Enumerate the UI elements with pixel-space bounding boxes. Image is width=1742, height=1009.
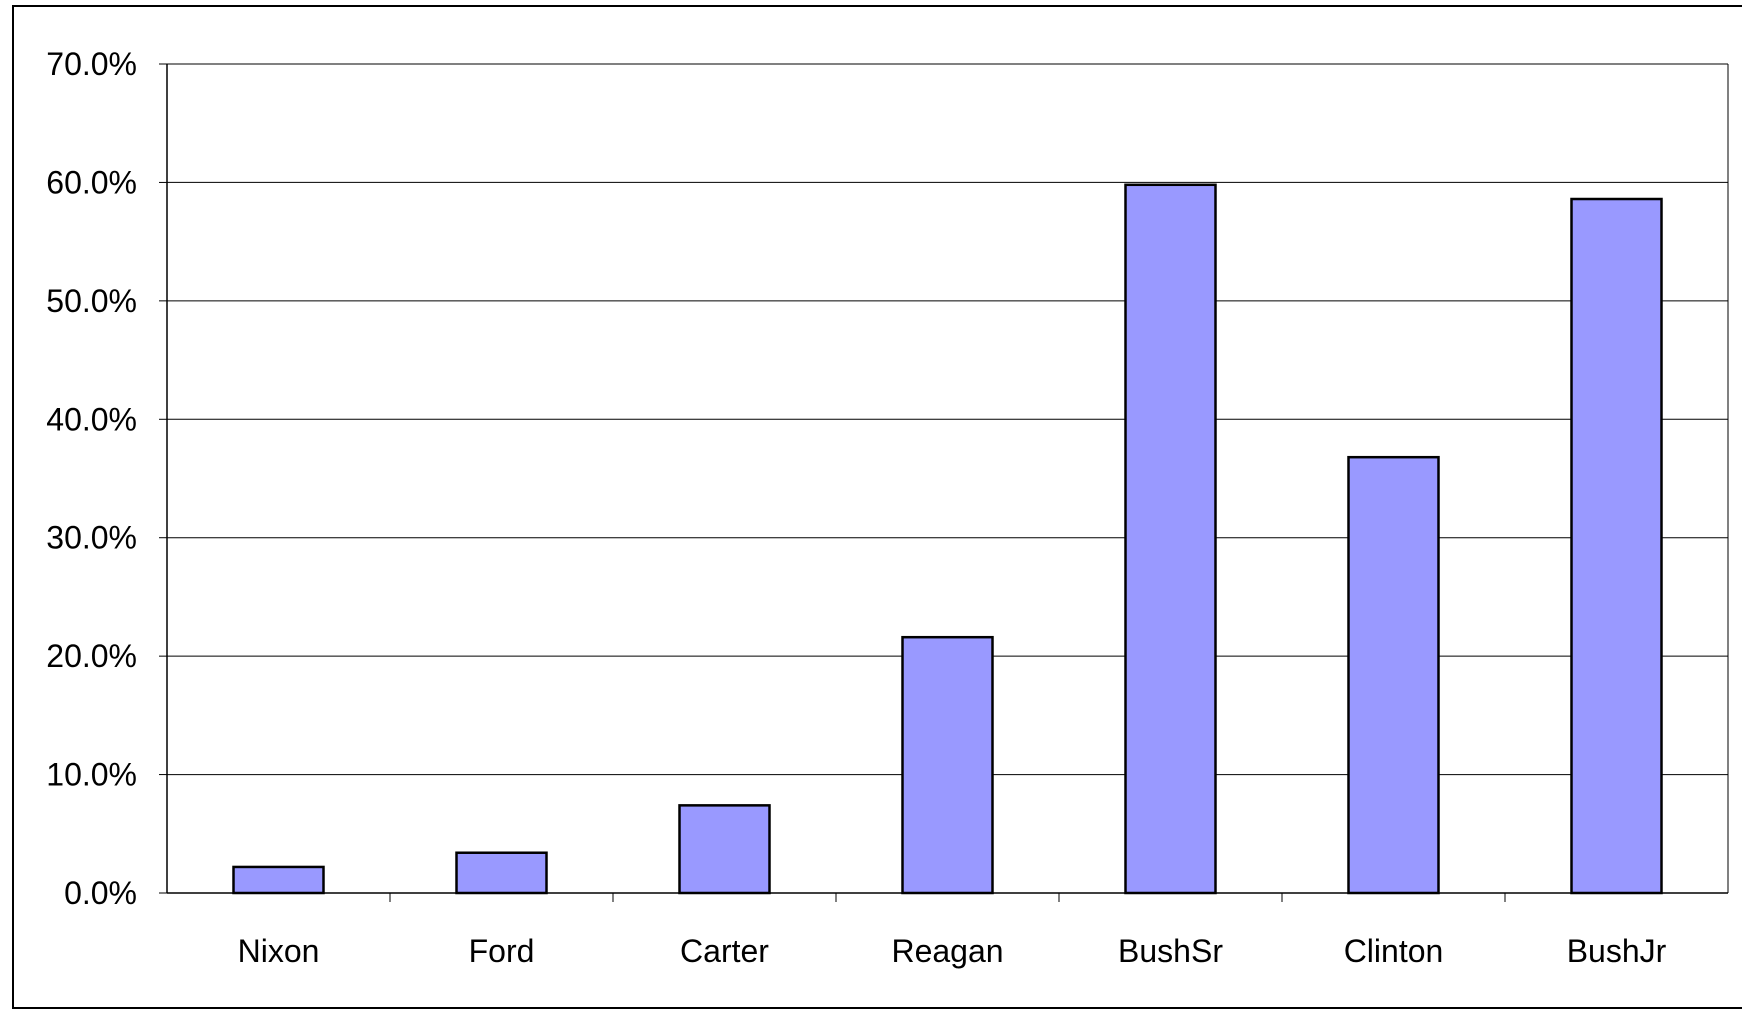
x-tick-label: BushJr [1567, 933, 1667, 969]
x-tick-label: BushSr [1118, 933, 1223, 969]
x-tick-label: Carter [680, 933, 769, 969]
bar-ford [455, 851, 548, 895]
bar-clinton [1347, 455, 1440, 895]
y-tick-label: 30.0% [46, 520, 137, 556]
y-tick-label: 20.0% [46, 638, 137, 674]
y-tick-label: 0.0% [64, 875, 137, 911]
axes [159, 63, 1729, 902]
x-tick-label: Reagan [891, 933, 1003, 969]
y-tick-label: 50.0% [46, 283, 137, 319]
bar-bushsr [1124, 183, 1217, 895]
y-tick-labels: 0.0% 10.0% 20.0% 30.0% 40.0% 50.0% 60.0% 70.0% [46, 46, 137, 911]
bars [232, 183, 1663, 895]
y-tick-label: 40.0% [46, 401, 137, 437]
x-tick-label: Nixon [238, 933, 320, 969]
x-tick-labels: Nixon Ford Carter Reagan BushSr Clinton BushJr [238, 933, 1667, 969]
bar-carter [678, 804, 771, 895]
y-tick-label: 60.0% [46, 164, 137, 200]
x-tick-label: Clinton [1344, 933, 1444, 969]
bar-reagan [901, 635, 994, 895]
y-tick-label: 70.0% [46, 46, 137, 82]
chart-frame [12, 5, 1742, 1009]
y-tick-label: 10.0% [46, 757, 137, 793]
bar-bushjr [1570, 197, 1663, 895]
x-tick-label: Ford [469, 933, 535, 969]
bar-nixon [232, 865, 325, 895]
